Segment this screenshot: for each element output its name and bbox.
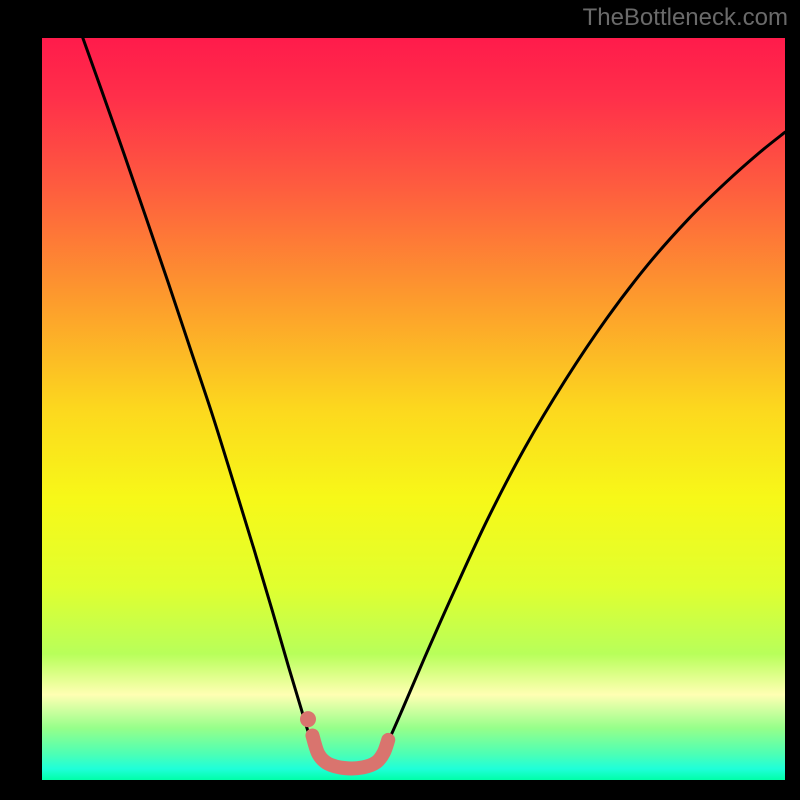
plot-area [42,38,785,780]
gradient-background [42,38,785,780]
trough-band-dot [300,711,316,727]
chart-frame: TheBottleneck.com [0,0,800,800]
chart-svg [42,38,785,780]
watermark-text: TheBottleneck.com [583,4,788,32]
